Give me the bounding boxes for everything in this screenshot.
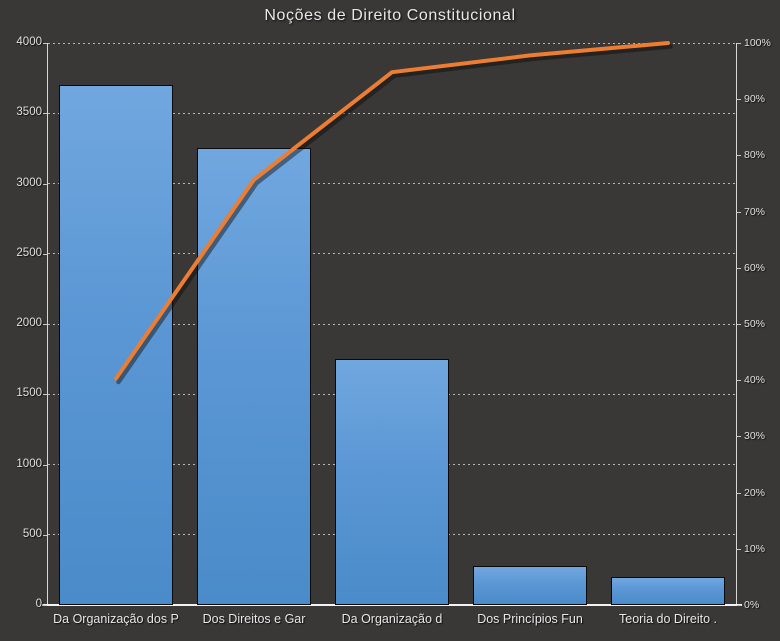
y-right-tick-mark (737, 436, 741, 438)
y-axis-right-line (736, 43, 737, 605)
plot-area (42, 41, 742, 606)
y-left-tick-label: 4000 (16, 36, 42, 48)
chart-title: Noções de Direito Constitucional (264, 7, 516, 24)
gridline (48, 183, 736, 184)
y-left-tick-mark (43, 394, 47, 396)
gridline (48, 112, 736, 114)
y-right-tick-mark (737, 267, 741, 269)
y-right-tick-mark (737, 492, 741, 494)
cumulative-line-layer (114, 41, 673, 385)
y-left-tick-mark (43, 183, 47, 185)
cumulative-line (114, 41, 670, 381)
cumulative-line-shadow (116, 44, 673, 385)
y-axis-left-labels: 0 500 1000 1500 2000 2500 3000 3500 4000 (0, 36, 42, 610)
y-left-tick-label: 2000 (16, 317, 42, 329)
y-right-tick-label: 70% (744, 205, 766, 218)
gridline (48, 42, 736, 44)
y-left-tick-label: 1500 (16, 387, 42, 400)
y-left-tick-mark (43, 253, 47, 255)
x-category-label-1: Da Organização dos P (53, 612, 179, 626)
y-right-tick-mark (737, 43, 741, 44)
bar-2 (197, 148, 311, 605)
y-right-tick-mark (737, 380, 741, 382)
y-right-tick-mark (737, 324, 741, 325)
y-left-tick-label: 0 (35, 598, 42, 610)
y-right-tick-mark (737, 605, 741, 606)
x-category-label-5: Teoria do Direito . (619, 612, 717, 626)
y-left-tick-mark (43, 534, 47, 536)
y-right-tick-label: 60% (744, 261, 766, 274)
gridline (48, 253, 736, 255)
y-left-tick-mark (43, 113, 47, 115)
y-right-tick-mark (737, 99, 741, 101)
y-left-tick-label: 3500 (16, 106, 42, 119)
y-right-tick-label: 100% (744, 37, 771, 49)
y-right-tick-label: 10% (744, 542, 766, 555)
x-category-label-4: Dos Princípios Fun (477, 612, 583, 626)
y-left-tick-mark (43, 43, 47, 44)
y-left-tick-mark (43, 324, 47, 325)
y-left-tick-label: 1000 (16, 457, 42, 470)
y-right-tick-label: 50% (744, 318, 766, 330)
y-left-tick-label: 2500 (16, 246, 42, 259)
y-left-tick-label: 3000 (16, 176, 42, 189)
x-category-label-2: Dos Direitos e Gar (202, 612, 306, 626)
y-left-tick-mark (43, 605, 47, 606)
y-right-tick-label: 0% (744, 599, 760, 611)
y-left-tick-label: 500 (22, 527, 42, 540)
y-right-tick-label: 40% (744, 374, 766, 387)
gridline (48, 323, 736, 325)
bar-1 (59, 85, 173, 605)
y-right-tick-label: 90% (744, 93, 766, 106)
y-right-tick-mark (737, 548, 741, 550)
y-axis-left-line (47, 43, 48, 605)
x-category-label-3: Da Organização d (341, 612, 443, 626)
bar-3 (335, 359, 449, 605)
y-right-tick-label: 80% (744, 149, 766, 162)
y-left-tick-mark (43, 464, 47, 466)
bar-5 (611, 576, 725, 605)
y-right-tick-label: 20% (744, 486, 766, 499)
y-right-tick-mark (737, 155, 741, 157)
x-axis-category-labels: Da Organização dos P Dos Direitos e Gar Da… (47, 612, 737, 630)
y-axis-right-labels: 0% 10% 20% 30% 40% 50% 60% 70% 80% 90% 100% (744, 37, 780, 611)
bar-4 (473, 565, 587, 605)
x-axis-line (42, 604, 742, 606)
y-right-tick-label: 30% (744, 430, 766, 443)
y-right-tick-mark (737, 211, 741, 213)
